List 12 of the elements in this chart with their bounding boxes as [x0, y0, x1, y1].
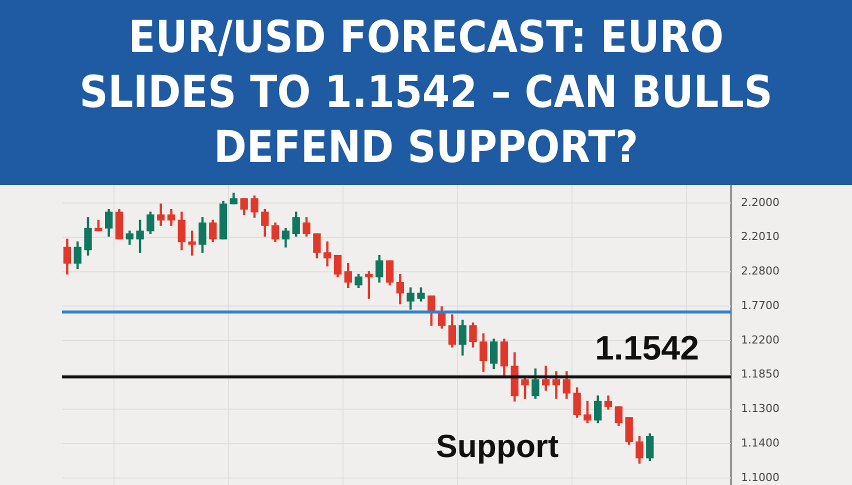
text: 1.1400 — [741, 436, 780, 450]
text: 2.2800 — [741, 264, 780, 278]
text: 2.2010 — [741, 230, 780, 244]
chart-title: EUR/USD FORECAST: EURO SLIDES TO 1.1542 – CAN BULLS DEFEND SUPPORT? — [78, 11, 774, 175]
annotation: Support — [436, 428, 559, 464]
text: 1.1850 — [741, 368, 780, 381]
text: 1.1000 — [741, 470, 780, 484]
text: 2.2000 — [741, 196, 780, 209]
text: 1.2200 — [741, 333, 780, 346]
annotation: 1.1542 — [595, 329, 699, 368]
text: 1.1300 — [741, 402, 780, 416]
text: 1.7700 — [741, 298, 780, 312]
